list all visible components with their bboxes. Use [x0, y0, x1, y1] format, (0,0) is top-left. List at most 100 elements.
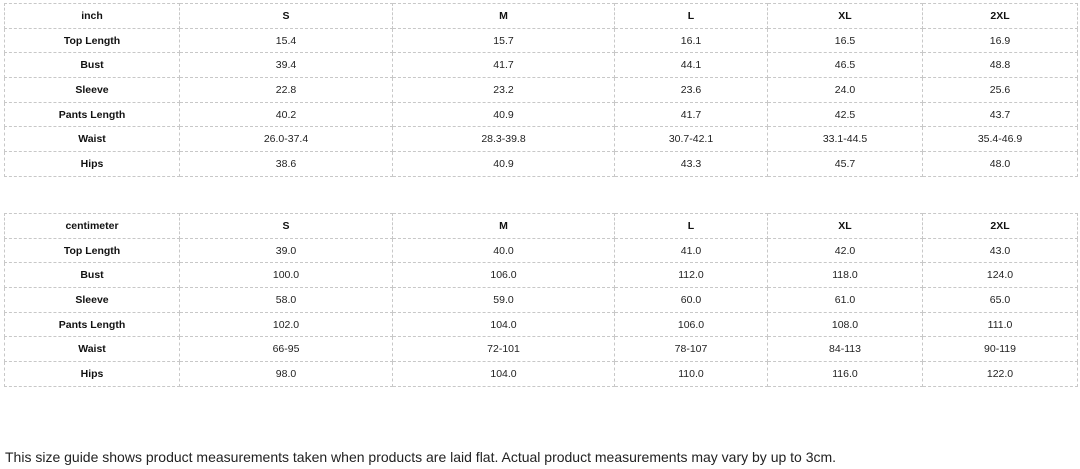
row-label: Bust	[4, 262, 180, 289]
measurement-cell: 104.0	[392, 361, 615, 387]
unit-header: inch	[4, 3, 180, 29]
measurement-cell: 61.0	[767, 287, 923, 313]
measurement-cell: 42.0	[767, 237, 923, 264]
measurement-cell: 48.8	[922, 52, 1078, 79]
measurement-cell: 48.0	[922, 151, 1078, 177]
measurement-cell: 41.7	[614, 101, 768, 128]
measurement-cell: 102.0	[179, 311, 393, 338]
size-header: XL	[767, 213, 923, 239]
row-label: Pants Length	[4, 311, 180, 338]
measurement-cell: 104.0	[392, 311, 615, 338]
table-row: Top Length 39.0 40.0 41.0 42.0 43.0	[4, 237, 1078, 264]
measurement-cell: 72-101	[392, 336, 615, 363]
measurement-cell: 41.0	[614, 237, 768, 264]
measurement-cell: 78-107	[614, 336, 768, 363]
measurement-cell: 38.6	[179, 151, 393, 177]
row-label: Top Length	[4, 27, 180, 54]
measurement-cell: 43.0	[922, 237, 1078, 264]
measurement-cell: 44.1	[614, 52, 768, 79]
measurement-cell: 33.1-44.5	[767, 126, 923, 153]
size-header: L	[614, 3, 768, 29]
measurement-cell: 98.0	[179, 361, 393, 387]
measurement-cell: 15.4	[179, 27, 393, 54]
measurement-cell: 90-119	[922, 336, 1078, 363]
row-label: Waist	[4, 126, 180, 153]
size-header: S	[179, 213, 393, 239]
measurement-cell: 16.1	[614, 27, 768, 54]
row-label: Hips	[4, 361, 180, 387]
measurement-cell: 22.8	[179, 77, 393, 103]
measurement-cell: 40.9	[392, 101, 615, 128]
row-label: Sleeve	[4, 287, 180, 313]
measurement-cell: 40.9	[392, 151, 615, 177]
row-label: Top Length	[4, 237, 180, 264]
size-header: 2XL	[922, 213, 1078, 239]
measurement-cell: 45.7	[767, 151, 923, 177]
measurement-cell: 30.7-42.1	[614, 126, 768, 153]
measurement-cell: 106.0	[392, 262, 615, 289]
measurement-cell: 16.9	[922, 27, 1078, 54]
measurement-cell: 39.0	[179, 237, 393, 264]
table-row: Pants Length 102.0 104.0 106.0 108.0 111.0	[4, 311, 1078, 338]
size-header: S	[179, 3, 393, 29]
size-guide-note: This size guide shows product measuremen…	[5, 449, 837, 465]
measurement-cell: 28.3-39.8	[392, 126, 615, 153]
table-row: Bust 39.4 41.7 44.1 46.5 48.8	[4, 52, 1078, 79]
measurement-cell: 106.0	[614, 311, 768, 338]
measurement-cell: 124.0	[922, 262, 1078, 289]
table-row: Waist 66-95 72-101 78-107 84-113 90-119	[4, 336, 1078, 363]
size-header: 2XL	[922, 3, 1078, 29]
size-header: XL	[767, 3, 923, 29]
measurement-cell: 59.0	[392, 287, 615, 313]
size-header: M	[392, 213, 615, 239]
table-row: Top Length 15.4 15.7 16.1 16.5 16.9	[4, 27, 1078, 54]
table-row: Hips 98.0 104.0 110.0 116.0 122.0	[4, 361, 1078, 387]
table-row: Sleeve 58.0 59.0 60.0 61.0 65.0	[4, 287, 1078, 313]
row-label: Pants Length	[4, 101, 180, 128]
measurement-cell: 35.4-46.9	[922, 126, 1078, 153]
measurement-cell: 116.0	[767, 361, 923, 387]
measurement-cell: 23.2	[392, 77, 615, 103]
measurement-cell: 16.5	[767, 27, 923, 54]
measurement-cell: 65.0	[922, 287, 1078, 313]
row-label: Hips	[4, 151, 180, 177]
header-row: inch S M L XL 2XL	[4, 3, 1078, 29]
table-row: Pants Length 40.2 40.9 41.7 42.5 43.7	[4, 101, 1078, 128]
measurement-cell: 23.6	[614, 77, 768, 103]
measurement-cell: 111.0	[922, 311, 1078, 338]
measurement-cell: 25.6	[922, 77, 1078, 103]
measurement-cell: 43.7	[922, 101, 1078, 128]
size-header: L	[614, 213, 768, 239]
measurement-cell: 118.0	[767, 262, 923, 289]
measurement-cell: 41.7	[392, 52, 615, 79]
measurement-cell: 108.0	[767, 311, 923, 338]
measurement-cell: 58.0	[179, 287, 393, 313]
measurement-cell: 122.0	[922, 361, 1078, 387]
table-row: Waist 26.0-37.4 28.3-39.8 30.7-42.1 33.1-44.…	[4, 126, 1078, 153]
row-label: Bust	[4, 52, 180, 79]
measurement-cell: 42.5	[767, 101, 923, 128]
table-row: Bust 100.0 106.0 112.0 118.0 124.0	[4, 262, 1078, 289]
measurement-cell: 110.0	[614, 361, 768, 387]
measurement-cell: 112.0	[614, 262, 768, 289]
measurement-cell: 24.0	[767, 77, 923, 103]
header-row: centimeter S M L XL 2XL	[4, 213, 1078, 239]
measurement-cell: 100.0	[179, 262, 393, 289]
size-header: M	[392, 3, 615, 29]
measurement-cell: 66-95	[179, 336, 393, 363]
centimeter-size-table: centimeter S M L XL 2XL Top Length 39.0 40.0 41.0…	[4, 213, 1078, 387]
measurement-cell: 46.5	[767, 52, 923, 79]
measurement-cell: 84-113	[767, 336, 923, 363]
row-label: Waist	[4, 336, 180, 363]
measurement-cell: 26.0-37.4	[179, 126, 393, 153]
inch-size-table: inch S M L XL 2XL Top Length 15.4 15.7 16.1 16.5 16…	[4, 3, 1078, 177]
table-row: Sleeve 22.8 23.2 23.6 24.0 25.6	[4, 77, 1078, 103]
table-row: Hips 38.6 40.9 43.3 45.7 48.0	[4, 151, 1078, 177]
measurement-cell: 15.7	[392, 27, 615, 54]
unit-header: centimeter	[4, 213, 180, 239]
row-label: Sleeve	[4, 77, 180, 103]
measurement-cell: 60.0	[614, 287, 768, 313]
measurement-cell: 40.2	[179, 101, 393, 128]
measurement-cell: 43.3	[614, 151, 768, 177]
measurement-cell: 40.0	[392, 237, 615, 264]
